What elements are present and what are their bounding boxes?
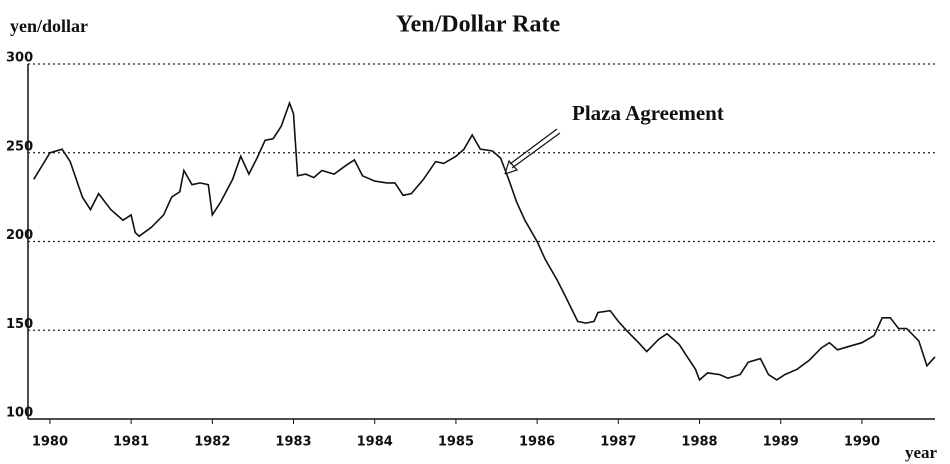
y-axis-label: yen/dollar	[10, 16, 88, 36]
line	[33, 100, 936, 382]
x-tick-label: 1985	[438, 435, 474, 450]
y-tick-label: 200	[6, 228, 33, 243]
x-tick-label: 1984	[357, 435, 393, 450]
x-tick-label: 1987	[600, 435, 636, 450]
x-tick-label: 1988	[681, 435, 717, 450]
x-tick-label: 1983	[275, 435, 311, 450]
x-tick-label: 1986	[519, 435, 555, 450]
x-axis-label: year	[905, 443, 938, 462]
x-tick-label: 1989	[763, 435, 799, 450]
y-tick-label: 250	[6, 139, 33, 154]
x-tick-label: 1981	[113, 435, 149, 450]
x-tick-label: 1980	[32, 435, 68, 450]
y-tick-label: 100	[6, 406, 33, 421]
chart-title: Yen/Dollar Rate	[396, 12, 561, 38]
annotation: Plaza Agreement	[572, 101, 724, 125]
y-tick-label: 300	[6, 51, 33, 66]
annotation-arrow	[504, 128, 561, 175]
x-tick-label: 1990	[844, 435, 880, 450]
y-tick-label: 150	[6, 317, 33, 332]
x-tick-label: 1982	[194, 435, 230, 450]
